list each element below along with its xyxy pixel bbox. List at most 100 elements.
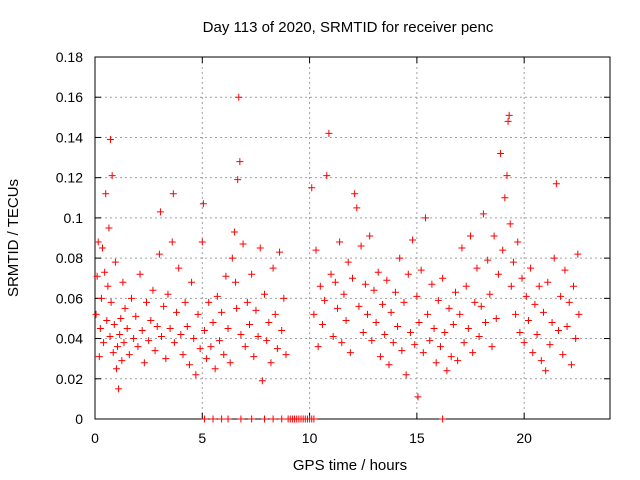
data-point: [411, 341, 419, 349]
data-point: [374, 268, 382, 276]
data-point: [258, 377, 266, 385]
chart-title: Day 113 of 2020, SRMTID for receiver pen…: [203, 19, 494, 36]
data-point: [471, 298, 479, 306]
data-point: [338, 339, 346, 347]
data-point: [419, 349, 427, 357]
data-point: [372, 318, 380, 326]
data-point: [95, 353, 103, 361]
data-point: [105, 224, 113, 232]
data-point: [97, 294, 105, 302]
data-point: [321, 296, 329, 304]
data-point: [561, 266, 569, 274]
data-point: [203, 355, 211, 363]
data-point: [503, 172, 511, 180]
data-point: [149, 286, 157, 294]
axis-ticks: [94, 56, 610, 420]
data-point: [383, 276, 391, 284]
data-point: [243, 298, 251, 306]
data-point: [353, 204, 361, 212]
data-point: [415, 318, 423, 326]
data-point: [115, 385, 123, 393]
y-tick-label: 0.02: [56, 371, 83, 387]
data-point: [121, 304, 129, 312]
data-point: [162, 355, 170, 363]
data-point: [512, 310, 520, 318]
data-point: [445, 304, 453, 312]
data-point: [106, 333, 114, 341]
data-point: [396, 254, 404, 262]
data-point: [464, 325, 472, 332]
data-point: [441, 329, 449, 337]
y-tick-label: 0.18: [56, 49, 83, 65]
data-point: [123, 325, 131, 332]
data-point: [254, 333, 262, 341]
data-point: [200, 327, 208, 335]
data-point: [529, 349, 537, 357]
x-axis-label: GPS time / hours: [293, 457, 407, 474]
data-point: [316, 282, 324, 290]
data-point: [173, 308, 181, 316]
data-point: [355, 302, 363, 310]
data-point: [156, 208, 164, 216]
data-point: [467, 232, 475, 240]
data-point: [548, 318, 556, 326]
data-point: [486, 290, 494, 298]
x-tick-label: 10: [302, 430, 318, 446]
data-point: [222, 272, 230, 280]
data-point: [96, 325, 104, 332]
data-point: [314, 343, 322, 351]
data-point: [385, 361, 393, 369]
data-point: [364, 310, 372, 318]
y-tick-label: 0.06: [56, 290, 83, 306]
data-point: [342, 316, 350, 324]
data-point: [125, 351, 133, 359]
data-point: [439, 274, 447, 282]
y-tick-label: 0: [75, 411, 83, 427]
data-point: [458, 244, 466, 252]
data-point: [228, 254, 236, 262]
data-point: [559, 351, 567, 359]
data-point: [192, 371, 200, 379]
data-point: [574, 250, 582, 258]
data-point: [234, 176, 242, 184]
data-point: [434, 296, 442, 304]
data-point: [280, 294, 288, 302]
data-point: [112, 365, 120, 373]
data-series-srmtid: [92, 93, 583, 423]
data-point: [185, 361, 193, 369]
data-point: [108, 172, 116, 180]
data-point: [147, 316, 155, 324]
data-point: [572, 335, 580, 343]
data-point: [248, 415, 256, 423]
data-point: [252, 306, 260, 314]
y-tick-label: 0.1: [64, 210, 84, 226]
data-point: [233, 304, 241, 312]
data-point: [103, 316, 111, 324]
data-point: [209, 318, 217, 326]
data-point: [310, 310, 318, 318]
data-point: [567, 361, 575, 369]
data-point: [394, 322, 402, 330]
data-point: [391, 288, 399, 296]
data-point: [224, 325, 232, 332]
data-point: [224, 415, 232, 423]
x-tick-label: 0: [91, 430, 99, 446]
data-point: [181, 298, 189, 306]
data-point: [406, 329, 414, 337]
data-point: [199, 200, 207, 208]
data-point: [168, 238, 176, 246]
data-point: [220, 351, 228, 359]
data-point: [261, 290, 269, 298]
data-point: [211, 365, 219, 373]
data-point: [518, 274, 526, 282]
data-point: [237, 331, 245, 339]
data-point: [241, 343, 249, 351]
data-point: [376, 353, 384, 361]
data-point: [506, 220, 514, 228]
data-point: [492, 314, 500, 322]
data-point: [200, 415, 208, 423]
data-point: [117, 314, 125, 322]
data-point: [175, 264, 183, 272]
